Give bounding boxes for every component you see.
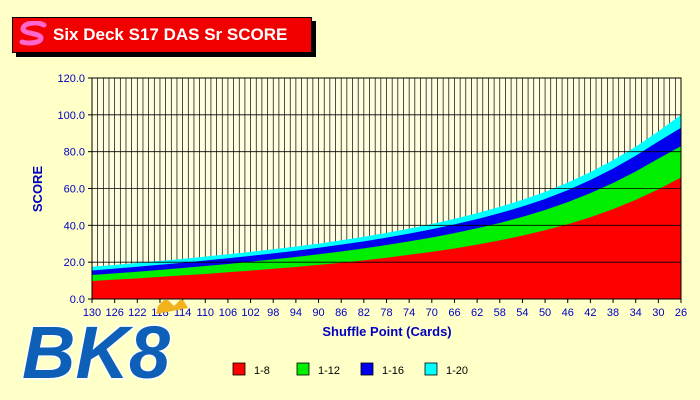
- x-tick-label: 122: [128, 307, 146, 319]
- x-tick-label: 46: [562, 307, 574, 319]
- legend-label-1-8: 1-8: [254, 365, 270, 377]
- x-tick-label: 34: [630, 307, 642, 319]
- legend-swatch-1-20: [424, 362, 438, 376]
- x-tick-label: 54: [516, 307, 528, 319]
- x-tick-label: 106: [219, 307, 237, 319]
- x-tick-label: 78: [380, 307, 392, 319]
- y-axis-title: SCORE: [30, 166, 45, 213]
- x-tick-label: 66: [448, 307, 460, 319]
- stacked-areas: [92, 114, 681, 299]
- y-tick-label: 0.0: [70, 294, 85, 306]
- x-tick-label: 86: [335, 307, 347, 319]
- legend-label-1-20: 1-20: [446, 365, 468, 377]
- x-tick-label: 30: [652, 307, 664, 319]
- x-tick-label: 94: [290, 307, 302, 319]
- s-logo-icon: [19, 21, 47, 46]
- bk8-logo: BK8: [22, 311, 171, 394]
- x-tick-label: 58: [494, 307, 506, 319]
- x-tick-label: 126: [105, 307, 123, 319]
- chart-title-box: Six Deck S17 DAS Sr SCORE: [12, 17, 312, 53]
- x-axis-ticks: 1301261221181141101061029894908682787470…: [83, 299, 687, 319]
- y-tick-label: 100.0: [57, 110, 85, 122]
- x-tick-label: 74: [403, 307, 415, 319]
- x-tick-label: 62: [471, 307, 483, 319]
- x-tick-label: 98: [267, 307, 279, 319]
- x-axis-title: Shuffle Point (Cards): [322, 324, 451, 339]
- x-tick-label: 130: [83, 307, 101, 319]
- x-tick-label: 102: [241, 307, 259, 319]
- x-tick-label: 50: [539, 307, 551, 319]
- x-tick-label: 38: [607, 307, 619, 319]
- chart-title: Six Deck S17 DAS Sr SCORE: [53, 25, 288, 44]
- y-tick-label: 20.0: [64, 257, 85, 269]
- x-tick-label: 42: [584, 307, 596, 319]
- x-tick-label: 114: [174, 307, 192, 319]
- legend-swatch-1-8: [232, 362, 246, 376]
- legend-label-1-16: 1-16: [382, 365, 404, 377]
- y-axis-ticks: 0.0 20.0 40.0 60.0 80.0 100.0 120.0: [57, 73, 92, 306]
- x-tick-label: 90: [312, 307, 324, 319]
- legend-swatch-1-12: [296, 362, 310, 376]
- bk8-watermark: BK8: [21, 300, 188, 395]
- crown-icon: [156, 300, 188, 314]
- area-series-1-8: [92, 177, 681, 299]
- x-tick-label: 82: [358, 307, 370, 319]
- legend-swatch-1-16: [360, 362, 374, 376]
- x-tick-label: 110: [196, 307, 214, 319]
- legend: 1-8 1-12 1-16 1-20: [232, 362, 468, 377]
- legend-label-1-12: 1-12: [318, 365, 340, 377]
- y-tick-label: 80.0: [64, 147, 85, 159]
- y-tick-label: 60.0: [64, 184, 85, 196]
- x-tick-label: 26: [675, 307, 687, 319]
- y-tick-label: 40.0: [64, 220, 85, 232]
- x-tick-label: 70: [426, 307, 438, 319]
- y-tick-label: 120.0: [57, 73, 85, 85]
